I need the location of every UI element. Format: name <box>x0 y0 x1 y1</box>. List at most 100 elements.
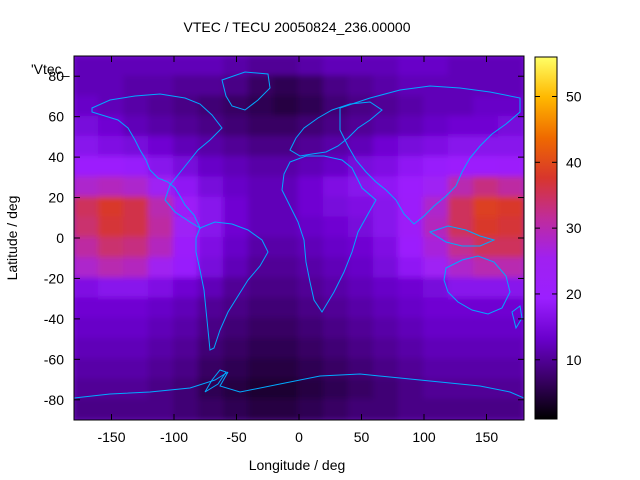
heatmap-cell <box>148 95 175 118</box>
x-axis-ticks: -150 -100 -50 0 50 100 150 <box>97 56 498 445</box>
coast-antarctica <box>74 371 524 399</box>
heatmap-cell <box>173 338 200 361</box>
heatmap-cell <box>74 56 100 78</box>
heatmap-cell <box>123 216 150 239</box>
heatmap-cell <box>223 297 250 320</box>
y-axis-label: Latitude / deg <box>4 196 20 281</box>
heatmap-cell <box>148 75 175 98</box>
heatmap-cell <box>223 358 250 381</box>
heatmap-cell <box>273 115 300 138</box>
heatmap-cells <box>74 56 524 420</box>
coast-antarctic-peninsula <box>204 369 227 393</box>
y-tick-label: -80 <box>44 392 64 408</box>
heatmap-cell <box>173 277 200 300</box>
heatmap-cell <box>198 56 225 78</box>
heatmap-cell <box>498 176 524 199</box>
heatmap-cell <box>223 135 250 159</box>
x-axis-label: Longitude / deg <box>249 457 346 473</box>
heatmap-cell <box>273 317 300 341</box>
heatmap-cell <box>298 95 325 118</box>
colorbar-border <box>534 56 558 420</box>
coastline-overlay <box>74 71 524 399</box>
colorbar: 10 20 30 40 50 <box>534 56 582 420</box>
heatmap-cell <box>473 135 500 159</box>
heatmap-cell <box>423 237 450 260</box>
heatmap-cell <box>123 358 150 381</box>
heatmap-cell <box>448 297 475 320</box>
heatmap-cell <box>323 338 350 361</box>
heatmap-cell <box>148 56 175 78</box>
heatmap-cell <box>473 358 500 381</box>
heatmap-cell <box>223 398 250 420</box>
heatmap-cell <box>323 216 350 239</box>
heatmap-cell <box>273 95 300 118</box>
heatmap-cell <box>373 277 400 300</box>
heatmap-cell <box>98 358 125 381</box>
heatmap-cell <box>148 378 175 401</box>
heatmap-cell <box>98 115 125 138</box>
heatmap-cell <box>398 358 425 381</box>
heatmap-cell <box>448 156 475 179</box>
heatmap-cell <box>473 196 500 219</box>
heatmap-cell <box>148 277 175 300</box>
heatmap-cell <box>423 338 450 361</box>
heatmap-cell <box>198 156 225 179</box>
heatmap-cell <box>348 95 375 118</box>
heatmap-cell <box>198 176 225 199</box>
heatmap-cell <box>448 56 475 78</box>
coast-north-america <box>91 93 223 230</box>
heatmap-cell <box>398 56 425 78</box>
heatmap-cell <box>248 317 275 341</box>
heatmap-cell <box>348 196 375 219</box>
coast-new-zealand <box>511 305 523 330</box>
heatmap-cell <box>498 156 524 179</box>
y-axis-ticks: -80 -60 -40 -20 0 20 40 60 80 <box>44 68 524 408</box>
heatmap-cell <box>373 297 400 320</box>
heatmap-cell <box>473 75 500 98</box>
heatmap-cell <box>98 277 125 300</box>
heatmap-cell <box>323 156 350 179</box>
heatmap-cell <box>473 115 500 138</box>
heatmap-cell <box>423 216 450 239</box>
heatmap-cell <box>273 358 300 381</box>
heatmap-cell <box>223 156 250 179</box>
heatmap-cell <box>298 135 325 159</box>
heatmap-cell <box>448 216 475 239</box>
heatmap-cell <box>473 95 500 118</box>
heatmap-cell <box>448 115 475 138</box>
heatmap-cell <box>148 338 175 361</box>
x-tick-label: 0 <box>295 429 303 445</box>
heatmap-cell <box>173 135 200 159</box>
heatmap-cell <box>248 176 275 199</box>
heatmap-cell <box>123 95 150 118</box>
heatmap-cell <box>273 176 300 199</box>
heatmap-cell <box>273 216 300 239</box>
heatmap-cell <box>223 75 250 98</box>
heatmap-cell <box>123 115 150 138</box>
heatmap-cell <box>123 398 150 420</box>
heatmap-cell <box>198 75 225 98</box>
coast-australia <box>443 255 511 315</box>
heatmap-cell <box>423 317 450 341</box>
heatmap-cell <box>423 297 450 320</box>
heatmap-cell <box>323 115 350 138</box>
heatmap-cell <box>98 56 125 78</box>
heatmap-cell <box>298 257 325 280</box>
heatmap-cell <box>173 398 200 420</box>
heatmap-cell <box>248 297 275 320</box>
heatmap-cell <box>248 115 275 138</box>
heatmap-cell <box>173 378 200 401</box>
heatmap-cell <box>348 237 375 260</box>
heatmap-cell <box>98 176 125 199</box>
heatmap-cell <box>448 378 475 401</box>
heatmap-cell <box>323 95 350 118</box>
heatmap-cell <box>148 358 175 381</box>
heatmap-cell <box>398 176 425 199</box>
coast-africa <box>281 155 377 313</box>
heatmap-cell <box>323 196 350 219</box>
heatmap-cell <box>398 95 425 118</box>
heatmap-cell <box>348 297 375 320</box>
heatmap-cell <box>198 398 225 420</box>
heatmap-cell <box>473 176 500 199</box>
heatmap-cell <box>74 297 100 320</box>
